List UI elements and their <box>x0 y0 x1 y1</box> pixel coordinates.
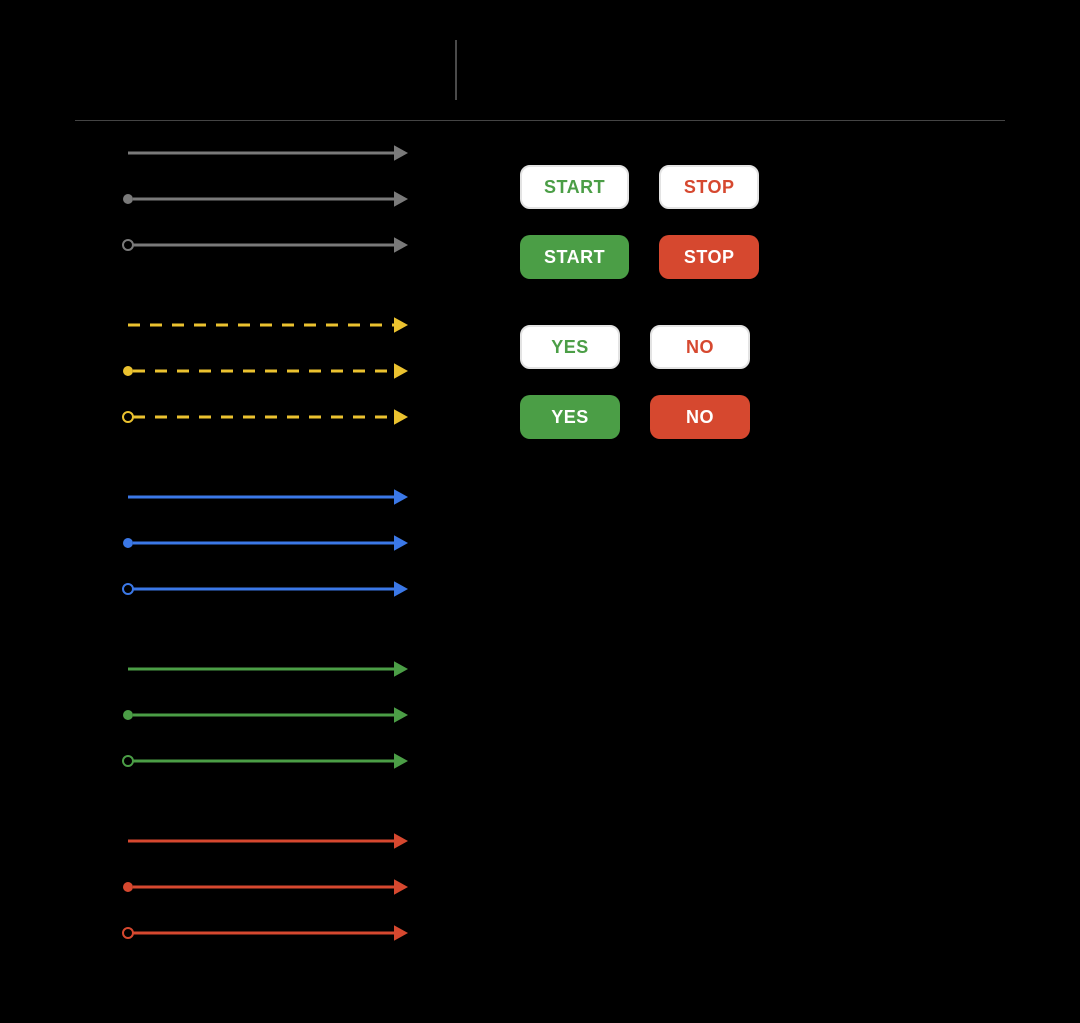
button-row: START STOP <box>520 165 840 209</box>
arrow-row <box>75 520 595 566</box>
arrow-icon <box>120 359 420 383</box>
arrow-icon <box>120 657 420 681</box>
header-divider <box>455 40 457 100</box>
arrow-row <box>75 738 595 784</box>
arrow-icon <box>120 921 420 945</box>
yes-button[interactable]: YES <box>520 325 620 369</box>
arrow-icon <box>120 313 420 337</box>
start-button[interactable]: START <box>520 165 629 209</box>
arrow-row <box>75 176 595 222</box>
button-label: START <box>544 247 605 268</box>
yes-button[interactable]: YES <box>520 395 620 439</box>
arrow-row <box>75 566 595 612</box>
button-row: YES NO <box>520 395 840 439</box>
arrow-icon <box>120 577 420 601</box>
horizontal-rule <box>75 120 1005 121</box>
arrow-row <box>75 348 595 394</box>
arrow-icon <box>120 703 420 727</box>
arrow-icon <box>120 749 420 773</box>
button-label: YES <box>551 407 589 428</box>
arrow-row <box>75 864 595 910</box>
arrow-row <box>75 692 595 738</box>
arrow-row <box>75 474 595 520</box>
arrow-icon <box>120 141 420 165</box>
arrow-icon <box>120 485 420 509</box>
arrow-icon <box>120 531 420 555</box>
arrow-row <box>75 222 595 268</box>
header <box>0 10 1080 120</box>
button-label: YES <box>551 337 589 358</box>
arrow-icon <box>120 829 420 853</box>
arrow-row <box>75 394 595 440</box>
start-button[interactable]: START <box>520 235 629 279</box>
diagram-canvas: START STOP START STOP YES NO YES NO <box>0 0 1080 1023</box>
button-label: NO <box>686 407 714 428</box>
button-column: START STOP START STOP YES NO YES NO <box>520 165 840 465</box>
arrow-icon <box>120 187 420 211</box>
button-row: YES NO <box>520 325 840 369</box>
arrow-row <box>75 910 595 956</box>
arrow-row <box>75 130 595 176</box>
button-label: START <box>544 177 605 198</box>
arrow-icon <box>120 233 420 257</box>
stop-button[interactable]: STOP <box>659 235 759 279</box>
button-label: NO <box>686 337 714 358</box>
stop-button[interactable]: STOP <box>659 165 759 209</box>
no-button[interactable]: NO <box>650 325 750 369</box>
arrow-column <box>75 130 595 956</box>
button-label: STOP <box>684 247 735 268</box>
arrow-icon <box>120 405 420 429</box>
arrow-row <box>75 646 595 692</box>
no-button[interactable]: NO <box>650 395 750 439</box>
arrow-icon <box>120 875 420 899</box>
arrow-row <box>75 302 595 348</box>
arrow-row <box>75 818 595 864</box>
button-label: STOP <box>684 177 735 198</box>
button-row: START STOP <box>520 235 840 279</box>
